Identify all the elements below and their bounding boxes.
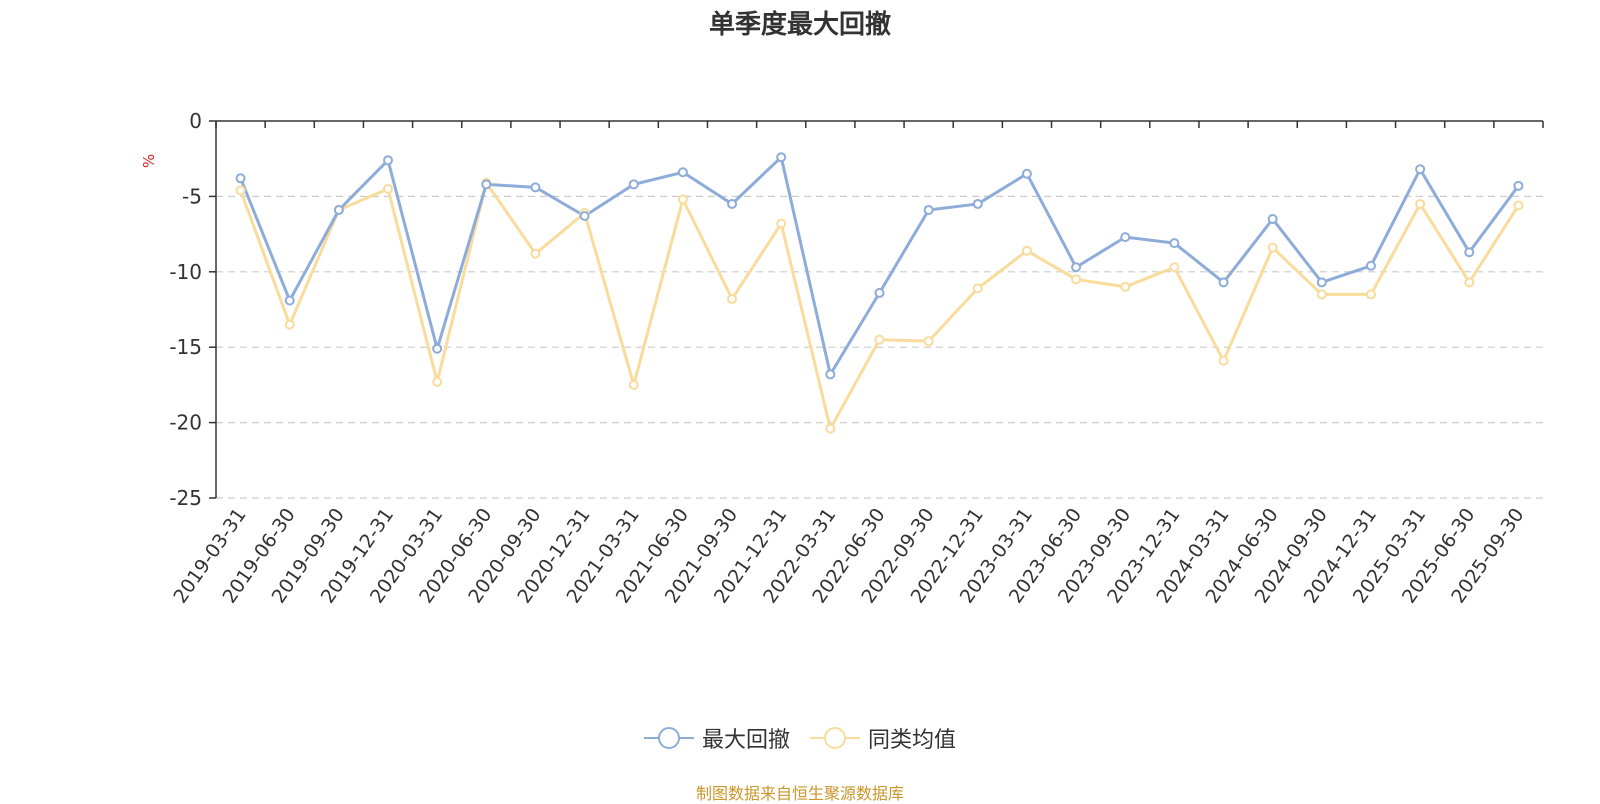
- y-tick-label: -10: [169, 260, 202, 284]
- y-tick-label: -20: [169, 411, 202, 435]
- data-point: [972, 283, 983, 294]
- legend-item-series-2[interactable]: 同类均值: [810, 722, 956, 754]
- data-point: [776, 218, 787, 229]
- y-tick-label: -25: [169, 486, 202, 510]
- data-point: [1415, 164, 1426, 175]
- data-point: [923, 204, 934, 215]
- data-point: [1169, 262, 1180, 273]
- data-point: [235, 185, 246, 196]
- data-point: [383, 155, 394, 166]
- legend-label: 同类均值: [868, 728, 957, 753]
- data-source-note: 制图数据来自恒生聚源数据库: [695, 784, 904, 803]
- data-point: [481, 179, 492, 190]
- data-point: [1267, 242, 1278, 253]
- data-point: [1169, 238, 1180, 249]
- legend-label: 最大回撤: [701, 728, 790, 753]
- data-point: [874, 334, 885, 345]
- data-point: [1513, 200, 1524, 211]
- data-point: [1316, 289, 1327, 300]
- data-point: [432, 343, 443, 354]
- data-point: [284, 295, 295, 306]
- data-point: [1218, 277, 1229, 288]
- data-point: [432, 376, 443, 387]
- data-point: [776, 152, 787, 163]
- data-point: [530, 182, 541, 193]
- data-point: [530, 248, 541, 259]
- data-point: [1464, 277, 1475, 288]
- chart-title: 单季度最大回撤: [708, 10, 891, 40]
- data-point: [1464, 247, 1475, 258]
- data-point: [1316, 277, 1327, 288]
- data-point: [628, 379, 639, 390]
- data-point: [727, 293, 738, 304]
- data-point: [579, 211, 590, 222]
- data-point: [874, 287, 885, 298]
- data-point: [1021, 245, 1032, 256]
- data-point: [923, 336, 934, 347]
- line-chart: 0-5-10-15-20-252019-03-312019-06-302019-…: [169, 109, 1544, 607]
- data-point: [972, 198, 983, 209]
- y-tick-label: -5: [182, 184, 202, 208]
- data-point: [1513, 180, 1524, 191]
- data-point: [1365, 289, 1376, 300]
- legend-item-series-1[interactable]: 最大回撤: [643, 722, 790, 754]
- data-point: [628, 179, 639, 190]
- data-point: [727, 198, 738, 209]
- legend: 最大回撤 同类均值: [0, 722, 1600, 754]
- data-point: [235, 173, 246, 184]
- series-line: [239, 181, 1520, 431]
- data-point: [1071, 262, 1082, 273]
- data-point: [1415, 198, 1426, 209]
- data-point: [677, 167, 688, 178]
- data-point: [1218, 355, 1229, 366]
- data-point: [284, 319, 295, 330]
- data-point: [1267, 214, 1278, 225]
- data-point: [677, 194, 688, 205]
- y-tick-label: -15: [169, 335, 202, 359]
- data-point: [1120, 281, 1131, 292]
- data-point: [825, 423, 836, 434]
- legend-line-circle-icon: [643, 727, 694, 749]
- data-point: [333, 204, 344, 215]
- legend-line-circle-icon: [810, 727, 860, 749]
- data-point: [1365, 260, 1376, 271]
- data-point: [1021, 168, 1032, 179]
- data-point: [1071, 274, 1082, 285]
- data-point: [383, 183, 394, 194]
- data-point: [1120, 232, 1131, 243]
- y-tick-label: 0: [189, 109, 202, 133]
- data-point: [825, 369, 836, 380]
